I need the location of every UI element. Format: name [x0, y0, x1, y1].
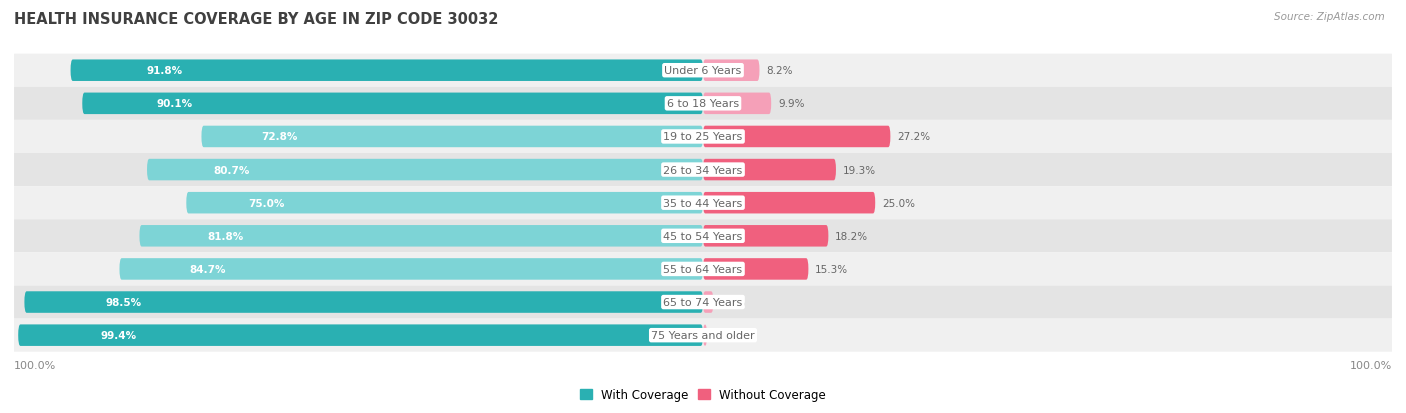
- Text: 0.59%: 0.59%: [714, 330, 747, 340]
- FancyBboxPatch shape: [148, 159, 703, 181]
- FancyBboxPatch shape: [14, 88, 1392, 121]
- FancyBboxPatch shape: [18, 325, 703, 346]
- Text: 84.7%: 84.7%: [190, 264, 226, 274]
- Text: 55 to 64 Years: 55 to 64 Years: [664, 264, 742, 274]
- Text: 9.9%: 9.9%: [778, 99, 804, 109]
- Text: 80.7%: 80.7%: [214, 165, 250, 175]
- Text: 1.5%: 1.5%: [720, 297, 747, 307]
- FancyBboxPatch shape: [186, 192, 703, 214]
- FancyBboxPatch shape: [703, 60, 759, 82]
- FancyBboxPatch shape: [14, 55, 1392, 88]
- FancyBboxPatch shape: [120, 259, 703, 280]
- FancyBboxPatch shape: [14, 286, 1392, 319]
- FancyBboxPatch shape: [703, 159, 837, 181]
- Text: 19.3%: 19.3%: [842, 165, 876, 175]
- Text: HEALTH INSURANCE COVERAGE BY AGE IN ZIP CODE 30032: HEALTH INSURANCE COVERAGE BY AGE IN ZIP …: [14, 12, 499, 27]
- Text: 8.2%: 8.2%: [766, 66, 793, 76]
- FancyBboxPatch shape: [14, 154, 1392, 187]
- FancyBboxPatch shape: [703, 292, 713, 313]
- Text: 75.0%: 75.0%: [249, 198, 284, 208]
- FancyBboxPatch shape: [14, 187, 1392, 220]
- FancyBboxPatch shape: [703, 225, 828, 247]
- Text: 25.0%: 25.0%: [882, 198, 915, 208]
- FancyBboxPatch shape: [14, 253, 1392, 286]
- Text: 26 to 34 Years: 26 to 34 Years: [664, 165, 742, 175]
- Text: 6 to 18 Years: 6 to 18 Years: [666, 99, 740, 109]
- Text: 81.8%: 81.8%: [207, 231, 243, 241]
- FancyBboxPatch shape: [14, 319, 1392, 352]
- Text: 100.0%: 100.0%: [1350, 360, 1392, 370]
- Text: Under 6 Years: Under 6 Years: [665, 66, 741, 76]
- Text: 18.2%: 18.2%: [835, 231, 869, 241]
- Text: 100.0%: 100.0%: [14, 360, 56, 370]
- FancyBboxPatch shape: [24, 292, 703, 313]
- FancyBboxPatch shape: [703, 259, 808, 280]
- FancyBboxPatch shape: [70, 60, 703, 82]
- Text: 72.8%: 72.8%: [262, 132, 298, 142]
- Text: 98.5%: 98.5%: [105, 297, 142, 307]
- Text: 75 Years and older: 75 Years and older: [651, 330, 755, 340]
- Text: 27.2%: 27.2%: [897, 132, 931, 142]
- Legend: With Coverage, Without Coverage: With Coverage, Without Coverage: [579, 389, 827, 401]
- FancyBboxPatch shape: [139, 225, 703, 247]
- Text: 45 to 54 Years: 45 to 54 Years: [664, 231, 742, 241]
- Text: 91.8%: 91.8%: [146, 66, 183, 76]
- Text: 99.4%: 99.4%: [100, 330, 136, 340]
- FancyBboxPatch shape: [703, 192, 876, 214]
- FancyBboxPatch shape: [14, 220, 1392, 253]
- FancyBboxPatch shape: [83, 93, 703, 115]
- FancyBboxPatch shape: [14, 121, 1392, 154]
- Text: Source: ZipAtlas.com: Source: ZipAtlas.com: [1274, 12, 1385, 22]
- FancyBboxPatch shape: [703, 325, 707, 346]
- Text: 19 to 25 Years: 19 to 25 Years: [664, 132, 742, 142]
- FancyBboxPatch shape: [201, 126, 703, 148]
- FancyBboxPatch shape: [703, 93, 772, 115]
- Text: 35 to 44 Years: 35 to 44 Years: [664, 198, 742, 208]
- Text: 15.3%: 15.3%: [815, 264, 848, 274]
- Text: 65 to 74 Years: 65 to 74 Years: [664, 297, 742, 307]
- Text: 90.1%: 90.1%: [156, 99, 193, 109]
- FancyBboxPatch shape: [703, 126, 890, 148]
